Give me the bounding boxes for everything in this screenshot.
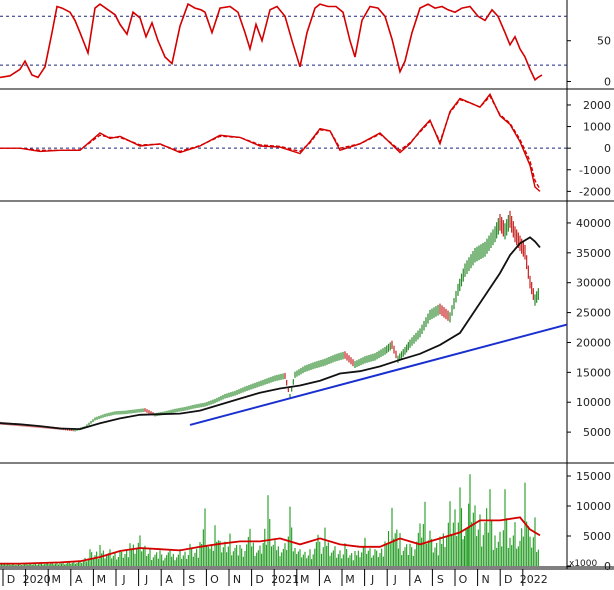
x-tick-label: M — [300, 573, 310, 586]
y-tick-label: 2000 — [583, 99, 611, 112]
x-tick-label: M — [345, 573, 355, 586]
y-tick-label: 50 — [597, 35, 611, 48]
x-tick-label: S — [437, 573, 444, 586]
y-tick-label: -2000 — [579, 185, 611, 198]
x-tick-label: D — [504, 573, 512, 586]
x-tick-label: 2020 — [23, 573, 51, 586]
x-tick-label: A — [75, 573, 83, 586]
x-tick-label: N — [233, 573, 241, 586]
x-tick-label: J — [144, 573, 148, 586]
volume-moving-average — [0, 516, 541, 565]
y-tick-label: 20000 — [576, 336, 611, 349]
y-tick-label: 10000 — [576, 396, 611, 409]
y-tick-label: 15000 — [576, 470, 611, 483]
stochastic-line — [0, 2, 543, 82]
x-tick-label: O — [210, 573, 219, 586]
x-tick-label: A — [414, 573, 422, 586]
x-tick-label: M — [97, 573, 107, 586]
y-tick-label: 35000 — [576, 247, 611, 260]
y-tick-label: 40000 — [576, 217, 611, 230]
y-tick-label: 0 — [604, 560, 611, 573]
chart-marks — [0, 2, 568, 566]
x-tick-label: N — [481, 573, 489, 586]
x-tick-label: 2022 — [520, 573, 548, 586]
panel-frames — [0, 0, 614, 570]
y-tick-label: 5000 — [583, 426, 611, 439]
macd-line — [0, 92, 541, 192]
y-tick-label: 0 — [604, 142, 611, 155]
trendline — [189, 323, 568, 426]
moving-average-line — [0, 236, 541, 431]
y-tick-label: -1000 — [579, 164, 611, 177]
x-tick-label: 2021 — [271, 573, 299, 586]
reference-lines — [0, 15, 567, 149]
y-tick-label: 15000 — [576, 366, 611, 379]
x-tick-label: J — [121, 573, 125, 586]
x-tick-label: M — [51, 573, 61, 586]
x-tick-label: S — [188, 573, 195, 586]
y-tick-label: 1000 — [583, 121, 611, 134]
x-tick-label: O — [459, 573, 468, 586]
volume-unit-label: x1000 — [569, 559, 598, 569]
y-tick-label: 0 — [604, 75, 611, 88]
x-tick-label: A — [165, 573, 173, 586]
y-tick-label: 25000 — [576, 307, 611, 320]
x-tick-label: D — [255, 573, 263, 586]
x-tick-label: J — [393, 573, 397, 586]
y-tick-label: 10000 — [576, 500, 611, 513]
macd-signal-line — [0, 95, 541, 190]
y-tick-labels: 050200010000-1000-2000400003500030000250… — [567, 35, 611, 573]
x-axis-labels: D 2020 M A M J J A S O N D 2021 M A M J J A S O N D 2022 — [2, 569, 548, 586]
x-tick-label: A — [324, 573, 332, 586]
x-tick-label: J — [370, 573, 374, 586]
y-tick-label: 5000 — [583, 530, 611, 543]
y-tick-label: 30000 — [576, 277, 611, 290]
x-tick-label: D — [7, 573, 15, 586]
